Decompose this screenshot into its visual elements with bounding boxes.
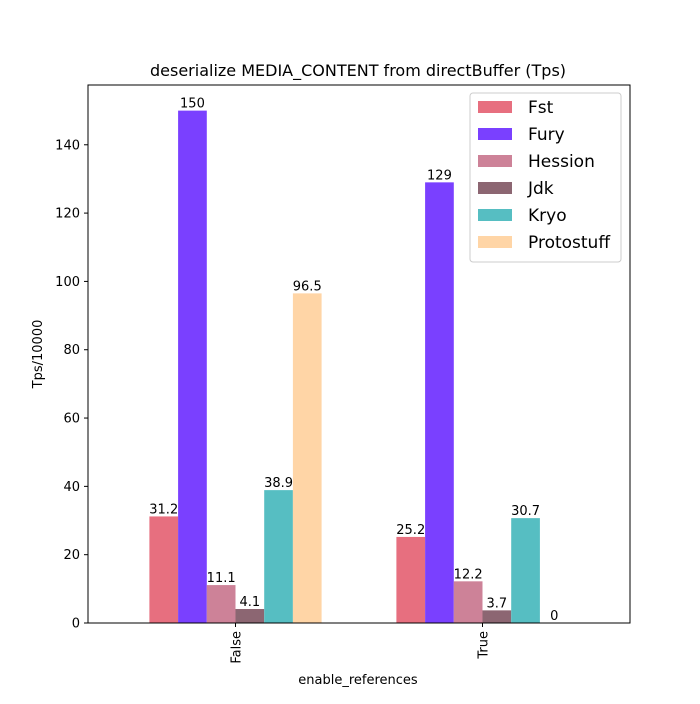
data-label-protostuff-true: 0: [550, 609, 558, 624]
plot-frame: [87, 84, 631, 624]
y-axis-label: Tps/10000: [31, 320, 46, 390]
bar-kryo-false: [264, 490, 293, 623]
data-label-fury-false: 150: [180, 97, 205, 112]
legend-label-fst: Fst: [528, 98, 554, 118]
data-label-fury-true: 129: [427, 168, 452, 183]
legend-swatch-fury: [478, 128, 512, 140]
bar-protostuff-false: [292, 293, 322, 623]
bar-fury-true: [425, 182, 454, 623]
data-label-fst-false: 31.2: [149, 502, 178, 517]
data-label-kryo-true: 30.7: [511, 504, 540, 519]
x-tick-label: False: [230, 631, 245, 664]
legend-swatch-protostuff: [478, 236, 512, 248]
legend-label-jdk: Jdk: [527, 179, 554, 199]
bar-hession-false: [206, 585, 236, 623]
bar-fury-false: [178, 110, 207, 624]
legend-label-kryo: Kryo: [528, 206, 567, 226]
y-tick-label: 80: [63, 343, 80, 358]
legend-swatch-kryo: [478, 209, 512, 221]
y-tick-label: 120: [55, 207, 80, 222]
legend-label-fury: Fury: [528, 125, 565, 145]
data-label-jdk-true: 3.7: [487, 596, 508, 611]
x-tick-label: True: [477, 631, 492, 660]
y-tick-label: 0: [72, 617, 80, 632]
y-tick-label: 20: [63, 548, 80, 563]
data-label-protostuff-false: 96.5: [293, 279, 322, 294]
data-label-jdk-false: 4.1: [240, 595, 261, 610]
bar-fst-true: [396, 536, 426, 623]
legend-swatch-jdk: [478, 182, 512, 194]
y-tick-label: 60: [63, 412, 80, 427]
y-tick-label: 40: [63, 480, 80, 495]
x-axis-label: enable_references: [298, 673, 418, 688]
y-tick-label: 140: [55, 138, 80, 153]
data-label-fst-true: 25.2: [396, 523, 425, 538]
plot-area: 31.2 25.2 150 129 11.1 12.2 4.1 3.7 38.9 30.7 96.5…: [55, 84, 631, 664]
bar-hession-true: [453, 581, 483, 623]
legend-swatch-fst: [478, 101, 512, 113]
bar-jdk-false: [235, 608, 265, 623]
data-label-kryo-false: 38.9: [264, 476, 293, 491]
legend-label-hession: Hession: [528, 152, 595, 172]
bar-jdk-true: [482, 610, 512, 623]
legend: Fst Fury Hession Jdk Kryo Protostuff: [469, 92, 622, 263]
data-label-hession-false: 11.1: [207, 571, 236, 586]
legend-swatch-hession: [478, 155, 512, 167]
bar-fst-false: [149, 516, 179, 623]
y-tick-label: 100: [55, 275, 80, 290]
chart-title: deserialize MEDIA_CONTENT from directBuf…: [150, 61, 566, 81]
legend-label-protostuff: Protostuff: [528, 233, 611, 253]
data-label-hession-true: 12.2: [454, 567, 483, 582]
bar-kryo-true: [511, 518, 540, 623]
